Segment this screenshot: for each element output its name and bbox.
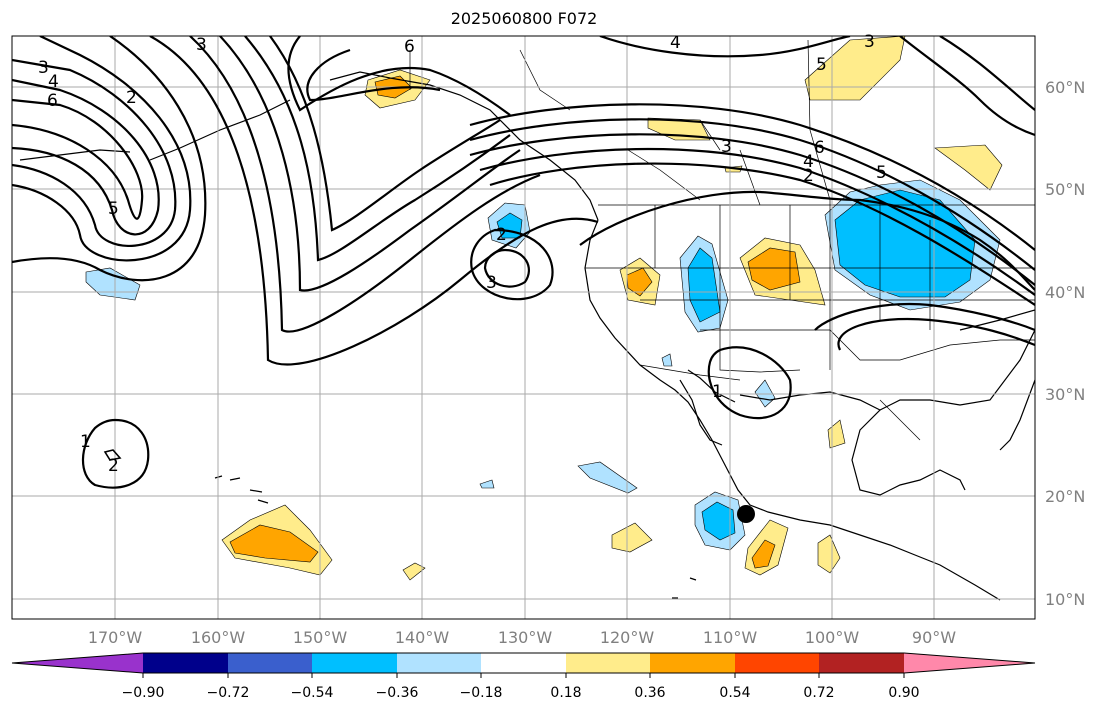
lon-label: 100°W [805, 628, 860, 647]
colorbar-segment [228, 653, 312, 673]
contour-label: 5 [816, 55, 827, 75]
negative-anomaly-regions [85, 179, 1001, 551]
colorbar-segment [312, 653, 397, 673]
lon-label: 90°W [912, 628, 956, 647]
lon-label: 170°W [88, 628, 143, 647]
colorbar-segment [481, 653, 566, 673]
contour-label: 5 [876, 163, 887, 183]
contour-label: 6 [47, 91, 58, 111]
colorbar-segment [143, 653, 228, 673]
colorbar-segment [904, 653, 1035, 673]
colorbar-tick-label: −0.72 [207, 685, 250, 701]
contour-label: 3 [864, 32, 875, 52]
map-title: 2025060800 F072 [450, 9, 598, 28]
lat-label: 40°N [1045, 283, 1085, 302]
colorbar-segment [650, 653, 735, 673]
colorbar-tick-label: −0.54 [291, 685, 334, 701]
colorbar-segment [819, 653, 904, 673]
contour-label: 3 [486, 273, 497, 293]
contour-lines [12, 36, 1035, 489]
lat-label: 20°N [1045, 487, 1085, 506]
longitude-axis: 170°W 160°W 150°W 140°W 130°W 120°W 110°… [88, 628, 956, 647]
lon-label: 110°W [703, 628, 758, 647]
contour-label: 4 [48, 72, 59, 92]
lat-label: 50°N [1045, 180, 1085, 199]
colorbar-segment [397, 653, 481, 673]
colorbar-segment [12, 653, 143, 673]
contour-label: 5 [108, 199, 119, 219]
contour-label: 3 [196, 35, 207, 55]
colorbar-tick-label: 0.36 [634, 685, 665, 701]
contour-label: 1 [80, 432, 91, 452]
colorbar-tick-label: −0.18 [460, 685, 503, 701]
lon-label: 150°W [293, 628, 348, 647]
colorbar-tick-label: 0.18 [550, 685, 581, 701]
lon-label: 140°W [395, 628, 450, 647]
lat-label: 10°N [1045, 590, 1085, 609]
lat-label: 60°N [1045, 78, 1085, 97]
contour-label: 2 [496, 225, 507, 245]
contour-label: 1 [712, 382, 723, 402]
lon-label: 160°W [191, 628, 246, 647]
colorbar-tick-label: −0.90 [122, 685, 165, 701]
lon-label: 130°W [498, 628, 553, 647]
map-frame [11, 35, 1036, 620]
contour-label: 3 [721, 137, 732, 157]
contour-label: 4 [670, 33, 681, 53]
colorbar-tick-label: 0.72 [803, 685, 834, 701]
contour-label: 6 [814, 138, 825, 158]
contour-label: 6 [404, 37, 415, 57]
lon-label: 120°W [600, 628, 655, 647]
colorbar-ticks: −0.90 −0.72 −0.54 −0.36 −0.18 0.18 0.36 … [122, 685, 920, 701]
contour-label: 4 [803, 152, 814, 172]
colorbar-segment [566, 653, 650, 673]
colorbar-segment [735, 653, 819, 673]
colorbar-tick-label: 0.54 [719, 685, 750, 701]
colorbar-tick-label: 0.90 [888, 685, 919, 701]
storm-center-marker [737, 505, 755, 523]
contour-label: 2 [803, 166, 814, 186]
contour-label: 2 [126, 88, 137, 108]
map-area [12, 36, 1035, 619]
contour-label: 2 [108, 456, 119, 476]
latitude-axis: 60°N 50°N 40°N 30°N 20°N 10°N [1045, 78, 1085, 609]
colorbar-tick-label: −0.36 [376, 685, 419, 701]
colorbar [11, 652, 1036, 678]
contour-label: 3 [38, 58, 49, 78]
gridlines [12, 36, 1035, 619]
lat-label: 30°N [1045, 385, 1085, 404]
contour-label-group: 3 4 6 2 5 3 6 4 5 3 2 3 6 4 2 5 3 1 2 1 [38, 32, 887, 476]
